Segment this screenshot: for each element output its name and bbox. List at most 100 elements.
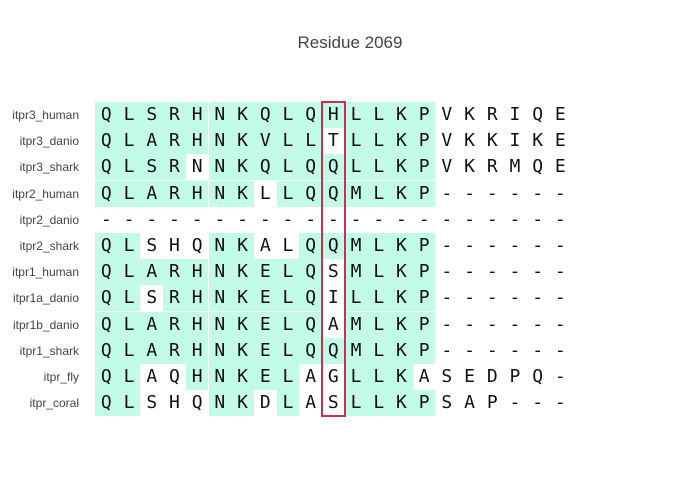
residue-cell: S — [146, 235, 158, 256]
residue-cell: E — [464, 366, 475, 387]
residue-cell: - — [532, 313, 544, 335]
residue-cell: - — [554, 392, 566, 414]
residue-cell: - — [532, 182, 544, 204]
residue-cell: Q — [299, 180, 322, 207]
residue-cell: Q — [299, 102, 322, 128]
residue-cell: L — [117, 337, 141, 364]
residue-cell: H — [185, 364, 209, 390]
residue-cell: E — [253, 259, 277, 286]
residue-cell: L — [367, 128, 391, 155]
residue-cell: A — [140, 180, 164, 207]
residue-cell: - — [350, 208, 362, 230]
residue-cell: N — [208, 311, 232, 338]
residue-cell: L — [367, 364, 391, 390]
residue-cell: L — [367, 154, 391, 181]
residue-cell: P — [412, 285, 436, 312]
sequence-label: itpr3_human — [12, 108, 79, 122]
residue-cell: - — [464, 313, 475, 335]
residue-cell: - — [532, 287, 544, 309]
residue-cell: R — [163, 259, 186, 286]
residue-cell: K — [231, 390, 254, 417]
residue-cell: V — [441, 156, 453, 178]
residue-cell: L — [276, 128, 300, 155]
residue-cell: K — [390, 285, 413, 312]
residue-cell: - — [509, 313, 521, 335]
residue-cell: K — [464, 104, 475, 125]
residue-cell: Q — [95, 180, 118, 207]
residue-cell: H — [185, 128, 209, 155]
residue-cell: L — [344, 364, 368, 390]
residue-cell: H — [185, 337, 209, 364]
residue-cell: - — [441, 261, 453, 283]
residue-cell: - — [486, 339, 498, 361]
residue-cell: K — [231, 285, 254, 312]
residue-cell: K — [532, 130, 544, 152]
residue-cell: L — [276, 364, 300, 390]
residue-cell: Q — [95, 102, 118, 128]
residue-cell: L — [367, 259, 391, 286]
residue-cell: L — [276, 154, 300, 181]
residue-cell: R — [163, 128, 186, 155]
residue-cell: L — [276, 259, 300, 286]
residue-cell: L — [276, 180, 300, 207]
residue-cell: Q — [95, 259, 118, 286]
residue-cell: L — [367, 390, 391, 417]
residue-cell: - — [532, 235, 544, 256]
residue-cell: L — [367, 102, 391, 128]
residue-cell: D — [259, 392, 271, 414]
residue-cell: A — [140, 311, 164, 338]
residue-cell: Q — [95, 285, 118, 312]
sequence-label: itpr2_danio — [19, 212, 79, 227]
residue-cell: E — [554, 104, 566, 125]
residue-cell: H — [185, 102, 209, 128]
residue-cell: R — [163, 154, 186, 181]
residue-cell: M — [344, 259, 368, 286]
residue-cell: - — [282, 208, 294, 230]
residue-cell: - — [532, 261, 544, 283]
residue-cell: A — [140, 337, 164, 364]
residue-cell: - — [509, 339, 521, 361]
residue-cell: Q — [299, 311, 322, 338]
residue-cell: - — [396, 208, 407, 230]
residue-cell: - — [554, 235, 566, 256]
residue-cell: - — [532, 392, 544, 414]
residue-cell: I — [509, 104, 521, 125]
residue-cell: L — [367, 180, 391, 207]
residue-cell: - — [123, 208, 135, 230]
residue-cell: L — [117, 233, 141, 259]
residue-cell: - — [441, 235, 453, 256]
residue-cell: - — [464, 261, 475, 283]
residue-cell: L — [117, 311, 141, 338]
residue-cell: - — [509, 287, 521, 309]
residue-cell: N — [191, 156, 203, 178]
residue-cell: - — [532, 339, 544, 361]
residue-cell: - — [441, 313, 453, 335]
residue-cell: S — [441, 392, 453, 414]
residue-cell: A — [305, 392, 317, 414]
residue-cell: Q — [299, 259, 322, 286]
residue-cell: P — [509, 366, 521, 387]
residue-cell: L — [276, 102, 300, 128]
residue-cell: A — [305, 366, 317, 387]
residue-cell: L — [276, 285, 300, 312]
sequence-label: itpr1b_danio — [12, 317, 79, 332]
residue-cell: Q — [253, 102, 277, 128]
residue-cell: H — [185, 259, 209, 286]
residue-cell: N — [208, 259, 232, 286]
residue-cell: - — [237, 208, 248, 230]
residue-cell: L — [117, 102, 141, 128]
residue-cell: P — [412, 337, 436, 364]
residue-cell: L — [367, 337, 391, 364]
residue-cell: Q — [322, 154, 345, 181]
residue-cell: S — [146, 392, 158, 414]
residue-cell: Q — [532, 104, 544, 125]
residue-cell: K — [390, 102, 413, 128]
residue-cell: - — [509, 182, 521, 204]
residue-cell: - — [509, 208, 521, 230]
residue-cell: L — [299, 128, 322, 155]
residue-cell: K — [231, 364, 254, 390]
residue-cell: - — [464, 182, 475, 204]
residue-cell: - — [100, 208, 112, 230]
residue-cell: Q — [95, 128, 118, 155]
residue-cell: - — [554, 366, 566, 387]
